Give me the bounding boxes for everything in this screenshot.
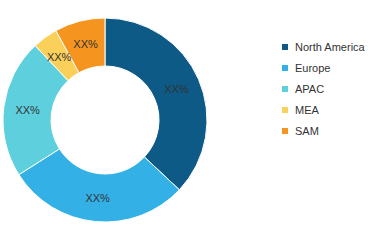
legend-swatch xyxy=(282,86,288,92)
legend-label: Europe xyxy=(295,62,330,74)
slice xyxy=(56,18,105,73)
data-label: XX% xyxy=(85,192,110,204)
legend-swatch xyxy=(282,65,288,71)
data-label: XX% xyxy=(73,38,98,50)
slices xyxy=(3,18,207,222)
legend-swatch xyxy=(282,128,288,134)
legend-label: APAC xyxy=(295,83,324,95)
legend-label: North America xyxy=(295,41,366,53)
legend-swatch xyxy=(282,107,288,113)
legend-label: SAM xyxy=(295,125,319,137)
chart: XX%XX%XX%XX%XX%North AmericaEuropeAPACME… xyxy=(0,0,382,230)
slice xyxy=(105,18,207,190)
legend: North America Europe APAC MEA SAM xyxy=(282,41,366,137)
legend-label: MEA xyxy=(295,104,320,116)
data-label: XX% xyxy=(164,83,189,95)
legend-swatch xyxy=(282,44,288,50)
data-label: XX% xyxy=(15,104,40,116)
data-label: XX% xyxy=(47,51,72,63)
